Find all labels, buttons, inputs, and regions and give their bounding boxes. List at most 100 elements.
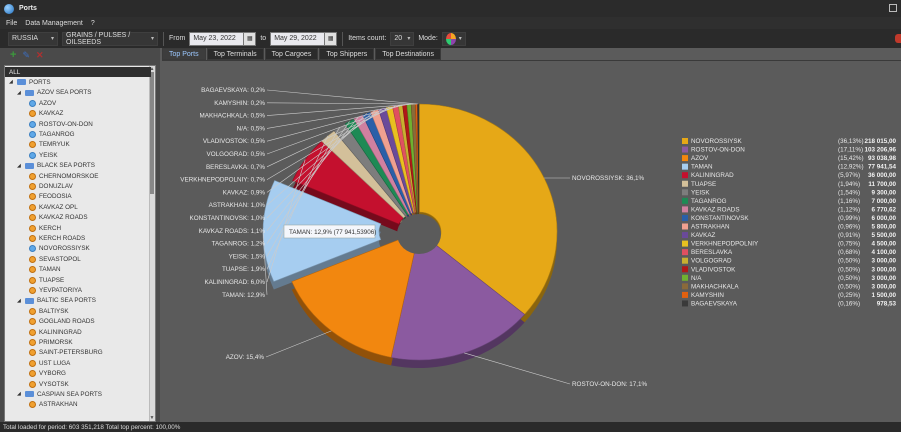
tree-item-all[interactable]: ALL (5, 67, 151, 77)
tree-item-port[interactable]: TEMRYUK (29, 140, 70, 150)
tree-scrollbar[interactable]: ▲ ▼ (149, 66, 155, 421)
tree-folder[interactable]: ◢ CASPIAN SEA PORTS (17, 389, 102, 399)
tree-item-label: KALININGRAD (39, 328, 82, 336)
slice-label: AZOV: 15,4% (226, 354, 265, 361)
port-icon (29, 359, 36, 367)
tree-item-port[interactable]: BALTIYSK (29, 306, 69, 316)
tree-item-label: GOGLAND ROADS (39, 318, 95, 326)
port-icon (29, 370, 36, 378)
tree-folder[interactable]: ◢ BLACK SEA PORTS (17, 161, 95, 171)
tree-item-port[interactable]: TAMAN (29, 265, 61, 275)
tree-item-port[interactable]: ROSTOV-ON-DON (29, 119, 93, 129)
tree-item-port[interactable]: GOGLAND ROADS (29, 317, 95, 327)
folder-icon (25, 162, 34, 169)
port-icon (29, 349, 36, 357)
legend-swatch (682, 172, 688, 179)
tab-top-destinations[interactable]: Top Destinations (375, 48, 441, 60)
legend-name: KAVKAZ (691, 232, 716, 239)
expand-icon[interactable]: ◢ (17, 391, 21, 398)
legend-swatch (682, 214, 688, 221)
edit-icon[interactable]: ✎ (22, 49, 30, 60)
tree-item-port[interactable]: NOVOROSSIYSK (29, 244, 90, 254)
tree-item-port[interactable]: ASTRAKHAN (29, 400, 78, 410)
calendar-icon[interactable]: ▦ (325, 31, 338, 46)
label-leader-line (266, 106, 390, 180)
delete-icon[interactable]: ✕ (35, 49, 44, 60)
port-icon (29, 286, 36, 294)
scroll-up-icon[interactable]: ▲ (149, 66, 155, 72)
to-date-field[interactable]: May 29, 2022 (270, 31, 326, 46)
pie-slice[interactable] (418, 103, 558, 315)
tree-item-port[interactable]: VYSOTSK (29, 379, 69, 389)
legend-name: VLADIVOSTOK (691, 266, 736, 273)
tree-item-port[interactable]: VYBORG (29, 369, 66, 379)
expand-icon[interactable]: ◢ (9, 79, 13, 86)
tree-item-port[interactable]: SAINT-PETERSBURG (29, 348, 103, 358)
tree-item-port[interactable]: FEODOSIA (29, 192, 72, 202)
tree-item-port[interactable]: YEVPATORIYA (29, 285, 82, 295)
to-date-picker[interactable]: May 29, 2022 ▦ (270, 31, 338, 46)
tree-folder[interactable]: ◢ BALTIC SEA PORTS (17, 296, 96, 306)
menu-help[interactable]: ? (90, 19, 95, 27)
tree-item-label: TEMRYUK (39, 141, 70, 149)
tree-item-label: BALTIYSK (39, 307, 69, 315)
commodity-select[interactable]: GRAINS / PULSES / OILSEEDS ▾ (62, 31, 158, 46)
tree-folder[interactable]: ◢ AZOV SEA PORTS (17, 88, 91, 98)
tree-item-port[interactable]: CHERNOMORSKOE (29, 171, 98, 181)
expand-icon[interactable]: ◢ (17, 162, 21, 169)
tree-item-port[interactable]: TUAPSE (29, 275, 64, 285)
tree-item-label: UST LUGA (39, 359, 71, 367)
tree-folder[interactable]: ◢ PORTS (9, 77, 51, 87)
tree-item-port[interactable]: KERCH ROADS (29, 233, 85, 243)
from-date-picker[interactable]: May 23, 2022 ▦ (189, 31, 257, 46)
tree-item-port[interactable]: SEVASTOPOL (29, 254, 81, 264)
expand-icon[interactable]: ◢ (17, 89, 21, 96)
tree-item-port[interactable]: KAVKAZ OPL (29, 202, 78, 212)
tree-item-port[interactable]: KALININGRAD (29, 327, 82, 337)
tree-item-port[interactable]: KERCH (29, 223, 61, 233)
tree-item-port[interactable]: UST LUGA (29, 358, 70, 368)
legend-name: TAMAN (691, 164, 713, 171)
maximize-button[interactable] (889, 4, 897, 12)
items-count-select[interactable]: 20 ▾ (390, 31, 415, 46)
calendar-icon[interactable]: ▦ (244, 31, 257, 46)
port-icon (29, 182, 36, 190)
ports-pie-chart[interactable]: NOVOROSSIYSK: 36,1% ROSTOV-ON-DON: 17,1% A… (162, 61, 901, 423)
legend-swatch (682, 291, 688, 298)
mode-select[interactable]: ▾ (441, 31, 466, 46)
tree-item-port[interactable]: AZOV (29, 98, 56, 108)
tree-item-port[interactable]: KAVKAZ ROADS (29, 213, 88, 223)
legend-swatch (682, 283, 688, 290)
label-leader-line (266, 108, 383, 193)
legend-swatch (682, 189, 688, 196)
tree-item-port[interactable]: DONUZLAV (29, 181, 73, 191)
expand-icon[interactable]: ◢ (17, 297, 21, 304)
tab-top-ports[interactable]: Top Ports (162, 48, 206, 60)
tree-item-label: AZOV SEA PORTS (37, 89, 92, 97)
from-date-field[interactable]: May 23, 2022 (189, 31, 245, 46)
tab-top-terminals[interactable]: Top Terminals (206, 48, 264, 60)
tab-top-cargoes[interactable]: Top Cargoes (264, 48, 319, 60)
add-icon[interactable]: + (10, 49, 17, 61)
slice-label: KAMYSHIN: 0,2% (214, 100, 265, 107)
tree-item-port[interactable]: PRIMORSK (29, 337, 73, 347)
close-panel-button[interactable] (895, 34, 901, 43)
menu-file[interactable]: File (6, 19, 18, 27)
port-icon (29, 130, 36, 138)
label-leader-line (265, 330, 332, 358)
legend-percent: (15,42%) (838, 155, 864, 162)
tree-item-port[interactable]: KAVKAZ (29, 109, 63, 119)
scroll-down-icon[interactable]: ▼ (149, 415, 155, 421)
menu-data-management[interactable]: Data Management (25, 19, 83, 27)
ports-tree[interactable]: ▲ ▼ ALL ◢ PORTS ◢ AZOV SEA PORTS AZOV KAVKAZ RO… (4, 65, 156, 422)
left-panel: + ✎ ✕ ▲ ▼ ALL ◢ PORTS ◢ AZOV SEA PORTS AZOV KA… (0, 48, 160, 422)
scroll-thumb[interactable] (150, 72, 154, 194)
tree-item-port[interactable]: TAGANROG (29, 129, 75, 139)
tree-item-port[interactable]: YEISK (29, 150, 58, 160)
country-select[interactable]: RUSSIA ▾ (8, 31, 58, 46)
tab-top-shippers[interactable]: Top Shippers (319, 48, 375, 60)
port-icon (29, 172, 36, 180)
port-icon (29, 266, 36, 274)
legend-value: 3 000,00 (871, 283, 896, 290)
